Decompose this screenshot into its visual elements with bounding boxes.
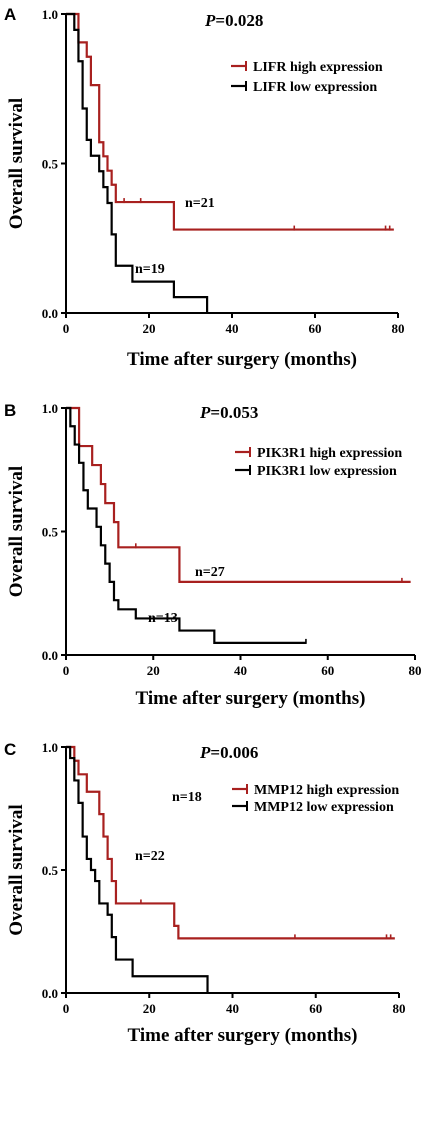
- x-tick-label: 60: [309, 1001, 322, 1016]
- x-tick-label: 20: [147, 663, 160, 678]
- p-value: P=0.053: [199, 403, 258, 422]
- n-label: n=19: [135, 262, 165, 277]
- y-axis-title: Overall survival: [6, 466, 27, 597]
- p-symbol: P: [199, 743, 211, 762]
- y-axis-title: Overall survival: [6, 804, 27, 935]
- panel-letter: C: [4, 740, 16, 759]
- y-tick-label: 0.0: [42, 986, 58, 1001]
- p-symbol: P: [199, 403, 211, 422]
- low-expression-curve: [66, 12, 209, 313]
- p-value: P=0.028: [204, 11, 263, 30]
- y-tick-label: 1.0: [42, 740, 58, 755]
- high-expression-curve: [66, 745, 395, 940]
- p-value-number: =0.053: [210, 403, 258, 422]
- panel-letter: A: [4, 5, 16, 24]
- x-tick-label: 0: [63, 663, 70, 678]
- x-tick-label: 80: [392, 321, 405, 336]
- y-tick-label: 0.5: [42, 863, 59, 878]
- p-value-number: =0.028: [215, 11, 263, 30]
- x-tick-label: 20: [143, 1001, 156, 1016]
- p-value: P=0.006: [199, 743, 258, 762]
- x-tick-label: 20: [143, 321, 156, 336]
- x-tick-label: 80: [393, 1001, 406, 1016]
- n-label: n=13: [148, 611, 178, 626]
- x-tick-label: 80: [409, 663, 422, 678]
- legend-label: PIK3R1 low expression: [257, 464, 397, 479]
- n-label: n=22: [135, 849, 165, 864]
- y-tick-label: 1.0: [42, 401, 58, 416]
- low-expression-curve: [66, 745, 209, 993]
- n-label: n=18: [172, 790, 202, 805]
- x-tick-label: 40: [226, 321, 239, 336]
- legend-label: LIFR low expression: [253, 80, 377, 95]
- x-axis-title: Time after surgery (months): [136, 688, 366, 709]
- x-tick-label: 0: [63, 321, 70, 336]
- legend-label: PIK3R1 high expression: [257, 446, 402, 461]
- p-symbol: P: [204, 11, 216, 30]
- panel-c: C 0 20 40 60 80 0.0 0.5 1.0 Time after surgery (m…: [4, 740, 406, 1046]
- x-axis-title: Time after surgery (months): [127, 349, 357, 370]
- x-tick-label: 60: [321, 663, 334, 678]
- x-tick-label: 40: [226, 1001, 239, 1016]
- y-tick-label: 0.0: [42, 306, 58, 321]
- n-label: n=27: [195, 565, 225, 580]
- p-value-number: =0.006: [210, 743, 258, 762]
- legend-label: MMP12 low expression: [254, 800, 394, 815]
- low-expression-curve: [66, 406, 306, 644]
- legend-label: LIFR high expression: [253, 60, 383, 75]
- panel-a: A 0 20 40 60 80 0.0 0.5 1.0 Time after surgery (m…: [4, 5, 405, 370]
- y-tick-label: 0.0: [42, 648, 58, 663]
- panel-letter: B: [4, 401, 16, 420]
- legend-label: MMP12 high expression: [254, 783, 399, 798]
- y-tick-label: 0.5: [42, 525, 59, 540]
- x-tick-label: 0: [63, 1001, 70, 1016]
- n-label: n=21: [185, 196, 215, 211]
- y-tick-label: 0.5: [42, 157, 59, 172]
- x-axis-title: Time after surgery (months): [128, 1025, 358, 1046]
- high-expression-curve: [66, 406, 411, 583]
- high-expression-curve: [66, 12, 394, 231]
- x-tick-label: 40: [234, 663, 247, 678]
- panel-b: B 0 20 40 60 80 0.0 0.5 1.0 Time after surgery (m…: [4, 401, 422, 709]
- y-tick-label: 1.0: [42, 7, 58, 22]
- y-axis-title: Overall survival: [6, 98, 27, 229]
- x-tick-label: 60: [309, 321, 322, 336]
